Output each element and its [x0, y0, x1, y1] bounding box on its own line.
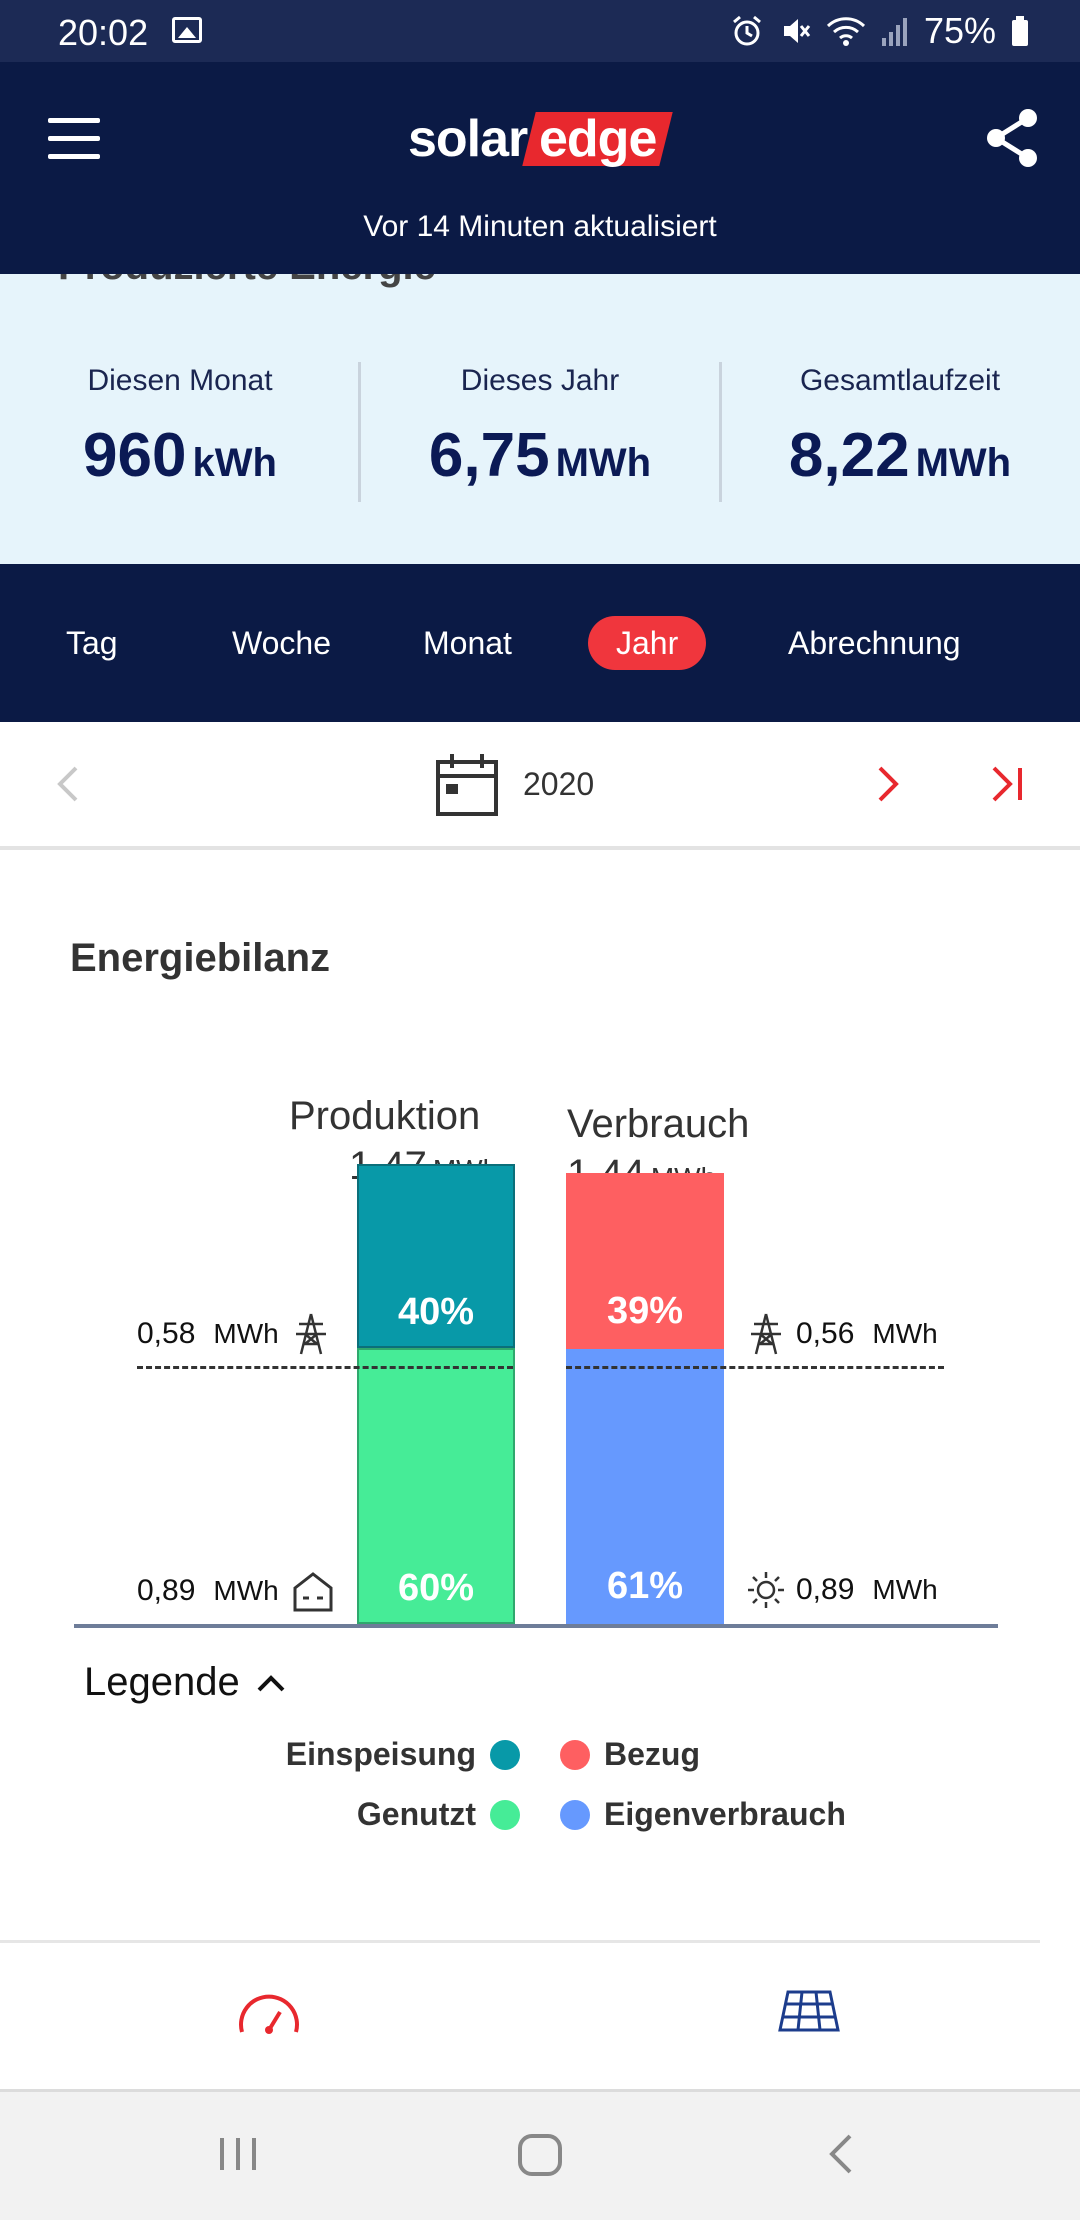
produced-energy-summary: Produzierte Energie Diesen Monat 960kWh …	[0, 274, 1080, 564]
sun-icon	[748, 1572, 784, 1608]
power-grid-icon	[751, 1313, 781, 1355]
bar-segment-feed-in: 40%	[357, 1164, 515, 1348]
legend-dot	[490, 1799, 520, 1830]
chevron-right-icon	[878, 766, 899, 802]
bar-segment-self-consumption: 61%	[566, 1349, 724, 1624]
legend-item-feed-in: Einspeisung	[286, 1736, 520, 1773]
tab-year[interactable]: Jahr	[588, 616, 707, 670]
nav-layout[interactable]	[778, 1988, 840, 2039]
bar-segment-used: 60%	[357, 1348, 515, 1624]
tab-month[interactable]: Monat	[423, 625, 512, 661]
mute-icon	[783, 19, 811, 43]
menu-icon	[48, 118, 100, 123]
chevron-left-icon	[57, 766, 78, 802]
divider	[0, 1940, 1040, 1943]
bar-title-consumption: Verbrauch	[567, 1102, 750, 1146]
period-tabs: Tag Woche Monat Jahr Abrechnung	[0, 564, 1080, 722]
purchased-amount: 0,56 MWh	[746, 1312, 938, 1356]
battery-icon	[1012, 16, 1028, 46]
system-navigation-bar	[0, 2092, 1080, 2220]
divider	[358, 362, 361, 502]
alarm-icon	[732, 15, 761, 46]
summary-title: Produzierte Energie	[58, 274, 436, 289]
bottom-navigation	[0, 1944, 1080, 2092]
recent-apps-icon	[220, 2138, 256, 2170]
app-header: solar edge Vor 14 Minuten aktualisiert	[0, 62, 1080, 274]
dashboard-gauge-icon	[239, 1994, 299, 2034]
summary-this-year: Dieses Jahr 6,75 MWh	[428, 364, 652, 490]
summary-this-month: Diesen Monat 960 kWh	[83, 364, 277, 490]
legend-dot	[560, 1799, 590, 1830]
back-button[interactable]	[826, 2132, 856, 2181]
legend-toggle[interactable]: Legende	[84, 1660, 286, 1705]
solar-panel-layout-icon	[778, 1990, 840, 2032]
split-line-consumption	[566, 1366, 944, 1369]
share-icon	[987, 109, 1037, 167]
signal-icon	[881, 18, 907, 46]
last-period-button[interactable]	[990, 764, 1026, 809]
calendar-icon	[436, 754, 498, 816]
status-icons: 75%	[730, 10, 1030, 52]
calendar-button[interactable]	[434, 752, 500, 823]
legend-item-self-consumption: Eigenverbrauch	[560, 1796, 846, 1833]
home-button[interactable]	[516, 2132, 564, 2183]
nav-dashboard[interactable]	[236, 1988, 302, 2043]
chart-baseline	[74, 1624, 998, 1628]
tab-week[interactable]: Woche	[232, 625, 332, 661]
self-consumption-amount: 0,89 MWh	[746, 1570, 938, 1610]
tab-day[interactable]: Tag	[66, 625, 118, 661]
status-bar: 20:02 75%	[0, 0, 1080, 62]
battery-percent: 75%	[923, 10, 996, 51]
wifi-icon	[826, 17, 865, 46]
legend-item-used: Genutzt	[357, 1796, 520, 1833]
home-icon	[518, 2134, 562, 2176]
solaredge-logo: solar edge	[408, 104, 674, 174]
share-button[interactable]	[982, 106, 1042, 170]
status-time: 20:02	[58, 12, 149, 53]
chevron-up-icon	[257, 1674, 285, 1691]
previous-period-button[interactable]	[54, 764, 82, 809]
selected-year[interactable]: 2020	[523, 766, 595, 802]
date-navigation: 2020	[0, 722, 1080, 850]
legend-item-purchased: Bezug	[560, 1736, 700, 1773]
power-grid-icon	[295, 1313, 326, 1355]
used-amount: 0,89 MWh	[137, 1570, 335, 1612]
next-period-button[interactable]	[874, 764, 902, 809]
menu-button[interactable]	[48, 118, 100, 160]
split-line-production	[137, 1366, 513, 1369]
tab-billing[interactable]: Abrechnung	[788, 625, 961, 661]
bar-title-production: Produktion	[289, 1094, 481, 1138]
divider	[719, 362, 722, 502]
recent-apps-button[interactable]	[216, 2132, 260, 2181]
legend-dot	[490, 1739, 520, 1770]
bar-segment-purchased: 39%	[566, 1173, 724, 1350]
section-title: Energiebilanz	[70, 936, 331, 980]
summary-lifetime: Gesamtlaufzeit 8,22 MWh	[788, 364, 1012, 490]
back-icon	[829, 2134, 852, 2174]
last-updated-text: Vor 14 Minuten aktualisiert	[363, 210, 717, 243]
legend-dot	[560, 1739, 590, 1770]
feed-in-amount: 0,58 MWh	[137, 1312, 331, 1356]
skip-to-end-icon	[992, 766, 1022, 802]
energy-balance-chart: Produktion 1,47MWh Verbrauch 1,44MWh 40%…	[0, 1080, 1080, 1640]
house-icon	[293, 1572, 333, 1612]
gallery-notification-icon	[172, 17, 202, 43]
